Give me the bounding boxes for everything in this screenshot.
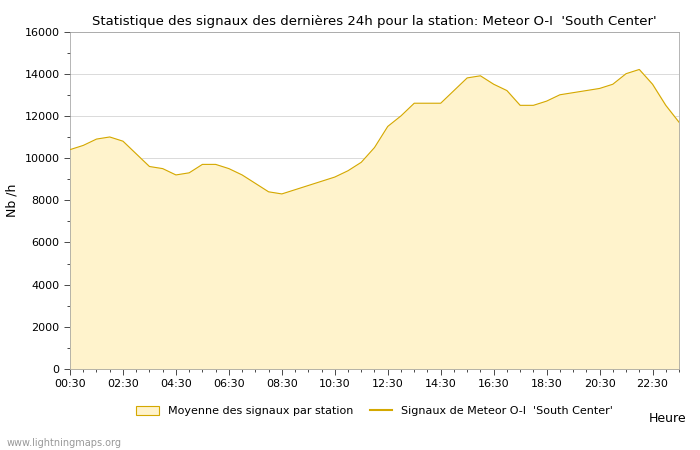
Text: Heure: Heure <box>648 412 686 425</box>
Legend: Moyenne des signaux par station, Signaux de Meteor O-I  'South Center': Moyenne des signaux par station, Signaux… <box>132 401 617 421</box>
Y-axis label: Nb /h: Nb /h <box>6 184 19 217</box>
Text: www.lightningmaps.org: www.lightningmaps.org <box>7 438 122 448</box>
Title: Statistique des signaux des dernières 24h pour la station: Meteor O-I  'South Ce: Statistique des signaux des dernières 24… <box>92 14 657 27</box>
